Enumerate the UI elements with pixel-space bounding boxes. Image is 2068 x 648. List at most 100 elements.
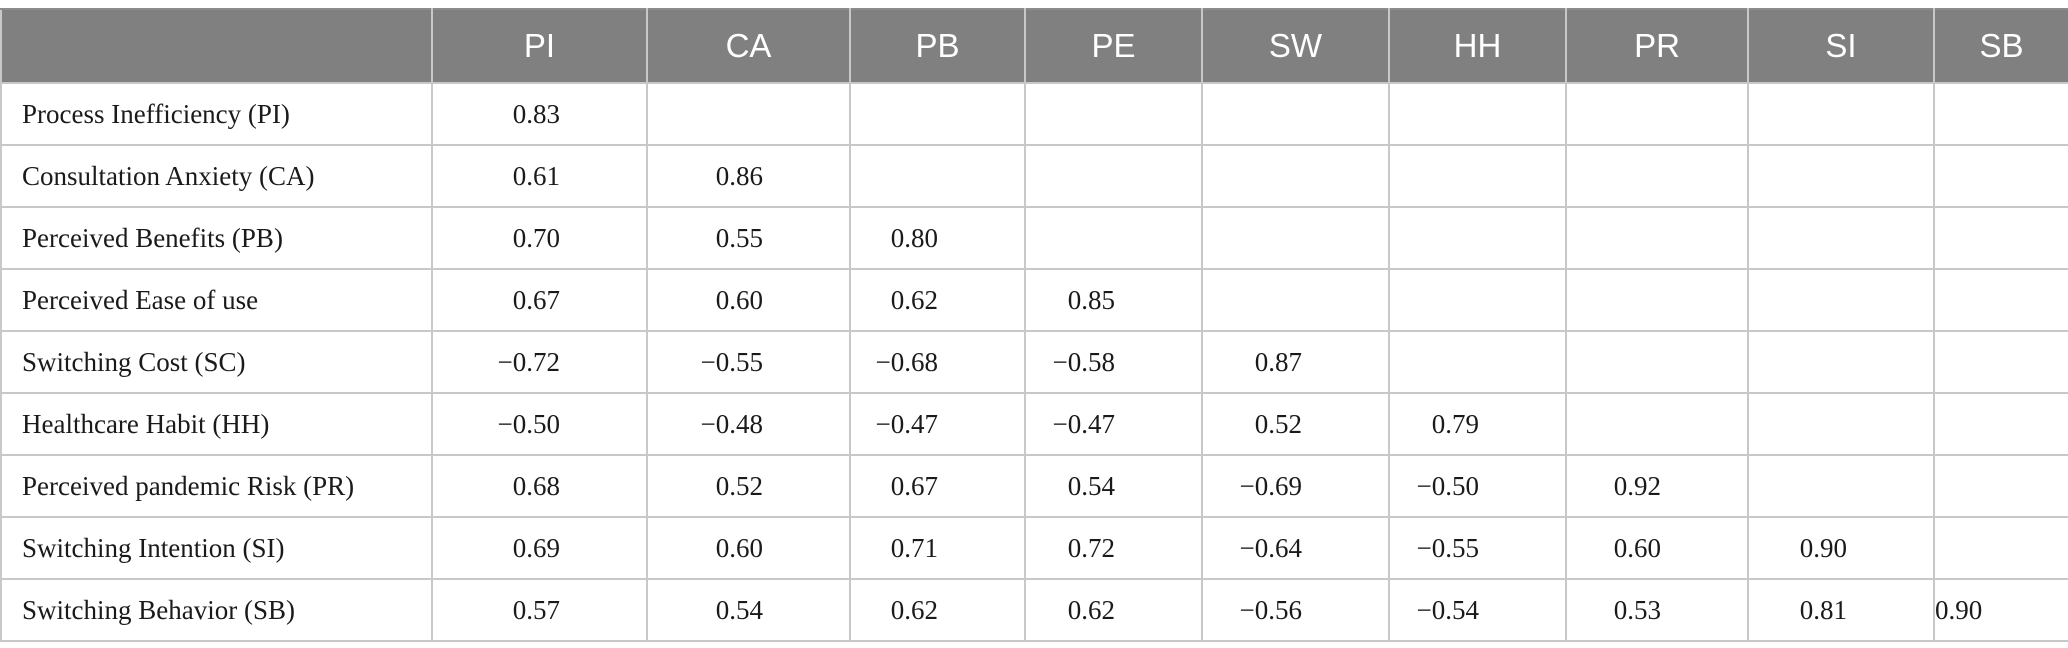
column-header: SI bbox=[1747, 8, 1935, 84]
table-row: Switching Behavior (SB) 0.57 0.54 0.62 0.62−… bbox=[0, 578, 2068, 642]
table-body: Process Inefficiency (PI) 0.83 Consultatio… bbox=[0, 82, 2068, 642]
table-cell: 0.62 bbox=[849, 578, 1026, 642]
table-cell bbox=[1388, 330, 1567, 394]
table-cell bbox=[1565, 392, 1749, 456]
table-cell bbox=[849, 144, 1026, 208]
row-label: Switching Behavior (SB) bbox=[0, 578, 433, 642]
table-cell bbox=[1565, 82, 1749, 146]
table-cell bbox=[1933, 516, 2068, 580]
table-row: Switching Intention (SI) 0.69 0.60 0.71 0.72… bbox=[0, 516, 2068, 580]
table-cell bbox=[646, 82, 851, 146]
table-cell: 0.67 bbox=[431, 268, 648, 332]
table-cell bbox=[1747, 206, 1935, 270]
column-header: PB bbox=[849, 8, 1026, 84]
table-cell bbox=[1565, 206, 1749, 270]
table-cell: 0.55 bbox=[646, 206, 851, 270]
table-cell: 0.71 bbox=[849, 516, 1026, 580]
table-row: Perceived pandemic Risk (PR) 0.68 0.52 0.67… bbox=[0, 454, 2068, 518]
column-header: CA bbox=[646, 8, 851, 84]
table-cell: 0.57 bbox=[431, 578, 648, 642]
table-cell bbox=[1201, 268, 1390, 332]
table-cell bbox=[1933, 454, 2068, 518]
row-label: Process Inefficiency (PI) bbox=[0, 82, 433, 146]
column-header: HH bbox=[1388, 8, 1567, 84]
row-label: Switching Cost (SC) bbox=[0, 330, 433, 394]
header-row: PI CA PB PE SW HH PR SI SB bbox=[0, 8, 2068, 84]
table-cell: 0.54 bbox=[1024, 454, 1203, 518]
table-cell: −0.56 bbox=[1201, 578, 1390, 642]
table-cell: 0.62 bbox=[849, 268, 1026, 332]
table-cell bbox=[1747, 330, 1935, 394]
table-cell: −0.47 bbox=[849, 392, 1026, 456]
table-cell bbox=[1747, 82, 1935, 146]
table-cell: 0.62 bbox=[1024, 578, 1203, 642]
table-cell bbox=[1388, 206, 1567, 270]
table-row: Consultation Anxiety (CA) 0.61 0.86 bbox=[0, 144, 2068, 208]
table-cell bbox=[1747, 392, 1935, 456]
table-cell bbox=[1933, 392, 2068, 456]
table-cell: −0.55 bbox=[646, 330, 851, 394]
column-header: PR bbox=[1565, 8, 1749, 84]
column-header: SW bbox=[1201, 8, 1390, 84]
table-cell: 0.60 bbox=[1565, 516, 1749, 580]
correlation-table-container: PI CA PB PE SW HH PR SI SB Process Ineff… bbox=[0, 8, 2068, 642]
table-cell: 0.81 bbox=[1747, 578, 1935, 642]
table-cell: 0.67 bbox=[849, 454, 1026, 518]
table-cell: 0.80 bbox=[849, 206, 1026, 270]
table-row: Perceived Ease of use 0.67 0.60 0.62 0.85 bbox=[0, 268, 2068, 332]
table-cell bbox=[1201, 82, 1390, 146]
table-cell: 0.52 bbox=[646, 454, 851, 518]
table-row: Process Inefficiency (PI) 0.83 bbox=[0, 82, 2068, 146]
table-cell: 0.90 bbox=[1747, 516, 1935, 580]
column-header: PE bbox=[1024, 8, 1203, 84]
table-cell: −0.48 bbox=[646, 392, 851, 456]
table-cell: 0.53 bbox=[1565, 578, 1749, 642]
table-cell: −0.50 bbox=[1388, 454, 1567, 518]
table-cell: 0.54 bbox=[646, 578, 851, 642]
row-label: Perceived pandemic Risk (PR) bbox=[0, 454, 433, 518]
table-cell: 0.85 bbox=[1024, 268, 1203, 332]
table-cell: 0.90 bbox=[1933, 578, 2068, 642]
table-cell: 0.86 bbox=[646, 144, 851, 208]
row-label: Healthcare Habit (HH) bbox=[0, 392, 433, 456]
table-row: Healthcare Habit (HH) −0.50 −0.48 −0.47 −0.4… bbox=[0, 392, 2068, 456]
table-cell: 0.87 bbox=[1201, 330, 1390, 394]
table-cell bbox=[1565, 144, 1749, 208]
table-cell bbox=[849, 82, 1026, 146]
table-cell: 0.60 bbox=[646, 516, 851, 580]
table-cell bbox=[1388, 268, 1567, 332]
table-cell: 0.70 bbox=[431, 206, 648, 270]
table-cell: 0.92 bbox=[1565, 454, 1749, 518]
table-cell: −0.69 bbox=[1201, 454, 1390, 518]
table-cell bbox=[1933, 82, 2068, 146]
table-cell bbox=[1024, 82, 1203, 146]
table-cell bbox=[1388, 82, 1567, 146]
table-cell bbox=[1933, 144, 2068, 208]
table-cell: −0.50 bbox=[431, 392, 648, 456]
table-cell: 0.83 bbox=[431, 82, 648, 146]
table-cell bbox=[1201, 144, 1390, 208]
table-cell bbox=[1201, 206, 1390, 270]
row-label: Perceived Ease of use bbox=[0, 268, 433, 332]
table-cell: −0.54 bbox=[1388, 578, 1567, 642]
table-cell bbox=[1747, 454, 1935, 518]
table-cell bbox=[1024, 206, 1203, 270]
table-cell bbox=[1565, 268, 1749, 332]
table-cell: 0.52 bbox=[1201, 392, 1390, 456]
table-cell bbox=[1933, 268, 2068, 332]
table-cell bbox=[1747, 144, 1935, 208]
header-corner-cell bbox=[0, 8, 433, 84]
table-cell bbox=[1933, 330, 2068, 394]
table-row: Perceived Benefits (PB) 0.70 0.55 0.80 bbox=[0, 206, 2068, 270]
column-header: PI bbox=[431, 8, 648, 84]
table-cell: −0.64 bbox=[1201, 516, 1390, 580]
correlation-table: PI CA PB PE SW HH PR SI SB Process Ineff… bbox=[0, 8, 2068, 642]
table-cell: 0.60 bbox=[646, 268, 851, 332]
table-cell: 0.72 bbox=[1024, 516, 1203, 580]
table-cell: −0.47 bbox=[1024, 392, 1203, 456]
row-label: Consultation Anxiety (CA) bbox=[0, 144, 433, 208]
table-cell: 0.61 bbox=[431, 144, 648, 208]
table-cell bbox=[1024, 144, 1203, 208]
table-cell bbox=[1388, 144, 1567, 208]
table-cell bbox=[1747, 268, 1935, 332]
